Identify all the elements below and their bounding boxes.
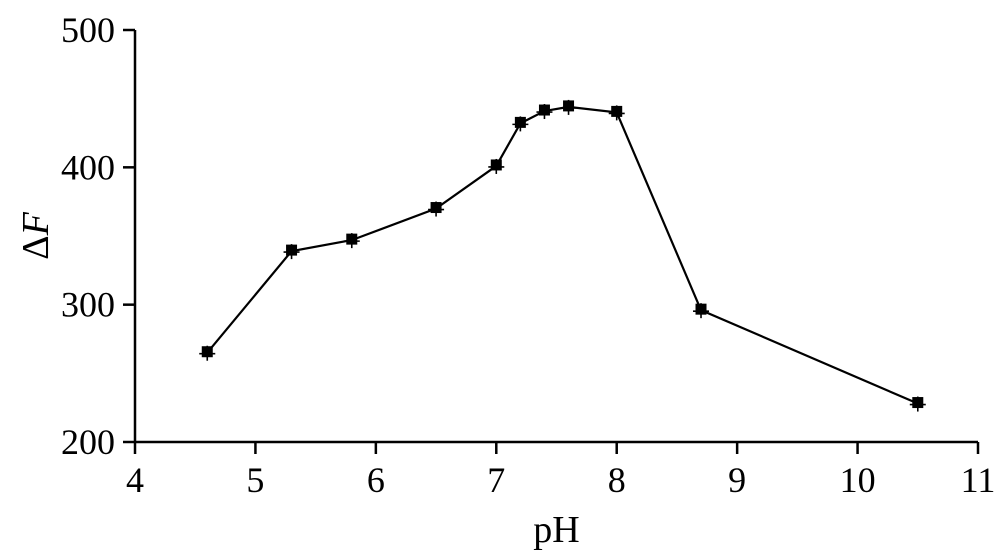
x-tick-label: 6 bbox=[367, 460, 385, 500]
data-point bbox=[563, 100, 575, 112]
data-point bbox=[611, 105, 623, 117]
data-point bbox=[430, 202, 442, 214]
x-tick-label: 7 bbox=[487, 460, 505, 500]
data-point bbox=[538, 104, 550, 116]
data-point bbox=[490, 159, 502, 171]
data-point bbox=[514, 116, 526, 128]
x-tick-label: 10 bbox=[840, 460, 876, 500]
x-tick-label: 4 bbox=[126, 460, 144, 500]
series-line bbox=[206, 105, 919, 405]
data-point bbox=[695, 303, 707, 315]
y-axis-title: ΔF bbox=[15, 211, 57, 259]
plot-area bbox=[199, 99, 926, 412]
x-tick-label: 11 bbox=[961, 460, 996, 500]
x-tick-label: 8 bbox=[608, 460, 626, 500]
x-axis-title: pH bbox=[533, 509, 579, 551]
data-point bbox=[912, 397, 924, 409]
x-ticks: 4 5 6 7 8 9 10 11 bbox=[126, 442, 995, 500]
x-tick-label: 9 bbox=[728, 460, 746, 500]
y-tick-label: 200 bbox=[61, 422, 115, 462]
data-point bbox=[201, 346, 213, 358]
y-tick-label: 300 bbox=[61, 285, 115, 325]
y-tick-label: 500 bbox=[61, 10, 115, 50]
y-ticks: 200 300 400 500 bbox=[61, 10, 135, 462]
data-point bbox=[346, 233, 358, 245]
data-point bbox=[286, 244, 298, 256]
y-axis-title-delta: Δ bbox=[15, 235, 57, 259]
x-tick-label: 5 bbox=[246, 460, 264, 500]
y-axis-title-variable: F bbox=[15, 211, 57, 236]
axes bbox=[133, 30, 978, 444]
y-tick-label: 400 bbox=[61, 147, 115, 187]
